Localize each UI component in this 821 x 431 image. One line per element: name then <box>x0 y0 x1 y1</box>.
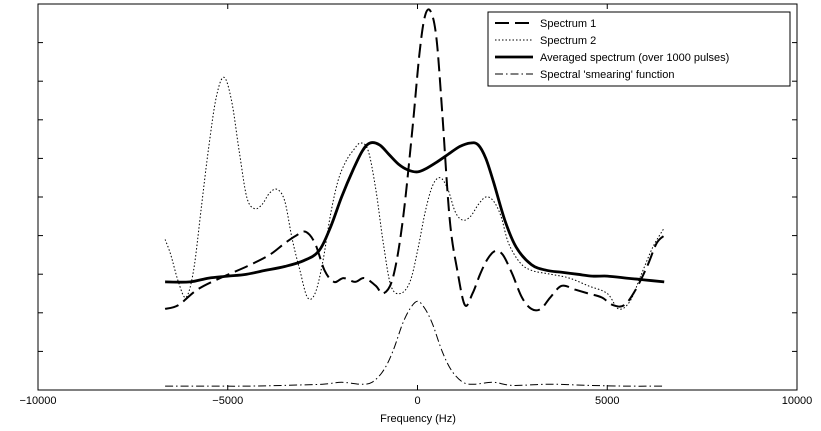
averaged-spectrum-line <box>165 141 665 284</box>
legend-entry-smearing-function: Spectral 'smearing' function <box>495 69 674 81</box>
spectrum-1-line <box>164 8 665 312</box>
x-axis-label: Frequency (Hz) <box>380 413 456 425</box>
x-tick-label: 10000 <box>782 395 813 407</box>
series-layer <box>164 8 665 387</box>
legend-label: Averaged spectrum (over 1000 pulses) <box>540 52 729 64</box>
legend-label: Spectral 'smearing' function <box>540 69 674 81</box>
x-tick-label: 5000 <box>595 395 619 407</box>
legend: Spectrum 1 Spectrum 2 Averaged spectrum (o… <box>487 11 791 87</box>
legend-box <box>487 11 791 87</box>
legend-entry-spectrum-1: Spectrum 1 <box>495 18 596 30</box>
ticks-layer: −10000 −5000 0 5000 10000 <box>19 3 813 407</box>
legend-label: Spectrum 1 <box>540 18 596 30</box>
x-tick-label: 0 <box>414 395 420 407</box>
x-tick-label: −10000 <box>19 395 56 407</box>
legend-label: Spectrum 2 <box>540 35 596 47</box>
x-tick-label: −5000 <box>212 395 243 407</box>
smearing-function-line <box>165 300 663 387</box>
legend-entry-spectrum-2: Spectrum 2 <box>495 35 596 47</box>
legend-entry-averaged-spectrum: Averaged spectrum (over 1000 pulses) <box>495 52 729 64</box>
